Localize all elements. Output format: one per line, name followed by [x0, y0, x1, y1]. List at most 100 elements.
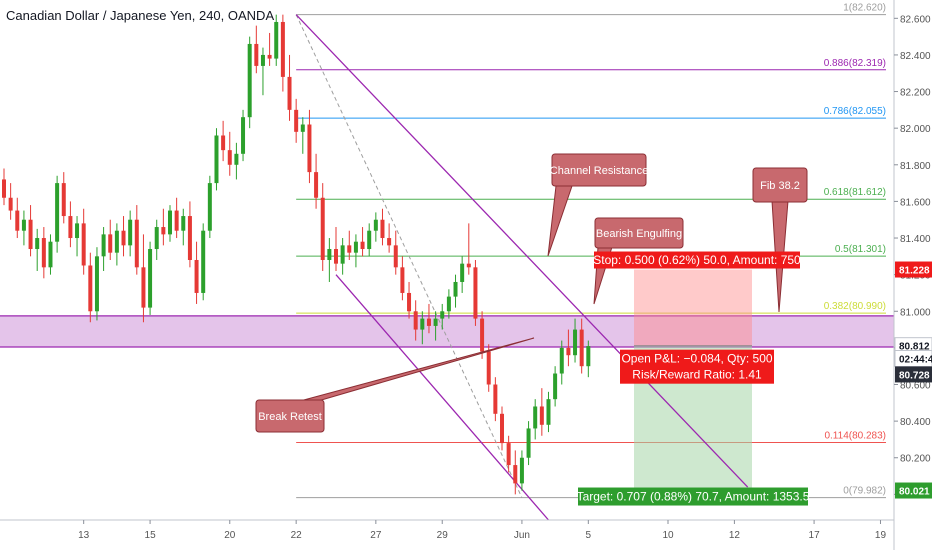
candle-body — [254, 43, 259, 66]
candle-body — [2, 179, 6, 198]
candle-body — [294, 109, 299, 132]
candle-body — [566, 347, 571, 356]
candle-body — [373, 219, 378, 231]
fib-level-label: 0.5(81.301) — [835, 244, 886, 255]
candle-body — [314, 172, 319, 198]
stop-label-text: Stop: 0.500 (0.62%) 50.0, Amount: 750 — [593, 253, 801, 267]
price-badge: 02:44:47 — [894, 350, 932, 368]
candle-body — [114, 230, 119, 253]
candle-body — [353, 241, 358, 253]
candle-body — [433, 318, 438, 326]
candle-body — [141, 267, 146, 308]
price-tick-label: 80.400 — [900, 417, 931, 428]
support-zone — [0, 315, 894, 347]
price-badge-text: 80.812 — [899, 342, 930, 353]
time-tick-label: 15 — [145, 530, 157, 541]
candle-body — [407, 292, 412, 312]
candle-body — [48, 241, 53, 268]
price-tick-label: 80.600 — [900, 381, 931, 392]
channel-lower-line[interactable] — [335, 274, 549, 521]
fib-level-label: 1(82.620) — [843, 3, 886, 14]
candle-body — [134, 219, 139, 268]
callout[interactable]: Break Retest — [255, 337, 535, 433]
candle-body — [380, 219, 385, 239]
target-label-text: Target: 0.707 (0.88%) 70.7, Amount: 1353… — [577, 490, 810, 504]
channel-upper-line[interactable] — [295, 14, 749, 488]
stop-zone[interactable] — [634, 269, 752, 346]
candle-body — [513, 465, 518, 484]
price-tick-label: 82.400 — [900, 51, 931, 62]
time-tick-label: 20 — [224, 530, 236, 541]
candle-body — [207, 183, 212, 231]
candle-body — [440, 311, 445, 319]
candle-body — [94, 256, 99, 312]
pnl-label-bg — [620, 349, 774, 384]
candle-body — [519, 457, 524, 484]
candle-body — [181, 216, 186, 231]
stop-label-bg — [594, 251, 800, 269]
price-badge-text: 80.728 — [899, 370, 930, 381]
price-badge: 80.728 — [895, 366, 932, 383]
time-tick-label: 29 — [437, 530, 449, 541]
candle-body — [493, 384, 498, 414]
candle-body — [234, 153, 239, 165]
candle-body — [241, 117, 246, 154]
target-label: Target: 0.707 (0.88%) 70.7, Amount: 1353… — [577, 487, 810, 506]
callout-box[interactable] — [551, 153, 647, 187]
candle-body — [300, 124, 305, 132]
price-tick-label: 81.800 — [900, 161, 931, 172]
candle-body — [420, 318, 425, 330]
callout-text: Fib 38.2 — [760, 180, 800, 192]
candle-body — [61, 183, 66, 217]
candle-body — [426, 318, 431, 326]
pnl-label: Open P&L: −0.084, Qty: 500 Risk/Reward Ra… — [620, 349, 774, 384]
callout-box[interactable] — [752, 167, 808, 203]
candle-body — [340, 245, 345, 264]
price-tick-label: 81.600 — [900, 197, 931, 208]
time-tick-label: 5 — [586, 530, 592, 541]
candle-body — [287, 76, 292, 110]
candle-body — [21, 219, 26, 231]
candle-body — [148, 249, 153, 308]
candle-body — [453, 281, 458, 297]
channel-layer[interactable] — [295, 14, 749, 521]
candle-body — [274, 21, 279, 59]
candle-body — [81, 223, 86, 266]
candle-body — [8, 197, 13, 211]
callout-box[interactable] — [594, 217, 684, 249]
candle-body — [101, 234, 106, 257]
candle-body — [201, 230, 206, 293]
candle-body — [267, 54, 272, 59]
candle-body — [367, 230, 372, 250]
candle-body — [75, 223, 80, 239]
price-badge: 81.228 — [895, 261, 932, 278]
candle-body — [161, 227, 166, 235]
price-badge-text: 81.228 — [899, 266, 930, 277]
rr-text: Risk/Reward Ratio: 1.41 — [632, 368, 762, 382]
fib-retracement-layer[interactable]: 1(82.620) 0.886(82.319) 0.786(82.055) 0.618… — [295, 3, 886, 499]
candle-body — [28, 219, 33, 250]
price-tick-label: 82.600 — [900, 14, 931, 25]
support-zone-layer — [0, 315, 894, 348]
time-tick-label: 13 — [78, 530, 90, 541]
candle-body — [446, 296, 451, 312]
candle-body — [506, 443, 511, 466]
callout-box[interactable] — [255, 399, 325, 433]
candle-body — [41, 238, 46, 268]
candle-body — [500, 413, 504, 444]
candle-body — [533, 406, 538, 429]
time-tick-label: 27 — [370, 530, 382, 541]
callout[interactable]: Channel Resistance — [547, 153, 648, 257]
candle-body — [55, 183, 60, 242]
candle-body — [473, 267, 478, 319]
candle-body — [573, 329, 578, 356]
fib-level-label: 0.114(80.283) — [824, 431, 886, 442]
price-tick-label: 81.000 — [900, 307, 931, 318]
callout-text: Channel Resistance — [550, 165, 648, 177]
candle-body — [320, 197, 325, 260]
candle-body — [221, 135, 226, 151]
time-tick-label: 19 — [875, 530, 887, 541]
